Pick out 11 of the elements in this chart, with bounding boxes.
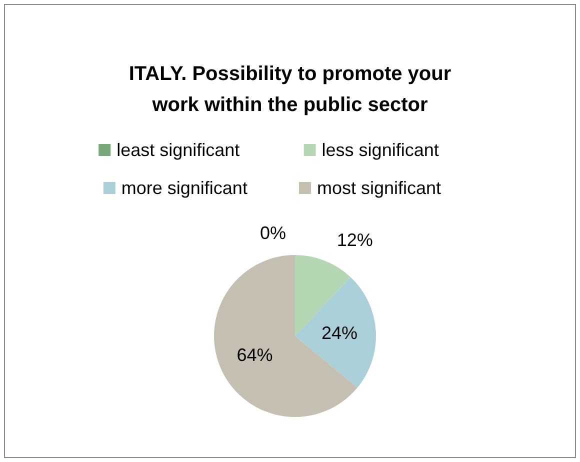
data-label: 12% bbox=[336, 230, 373, 250]
text: 0% bbox=[260, 223, 286, 243]
legend-label: most significant bbox=[317, 178, 442, 198]
pie-slice bbox=[295, 276, 376, 388]
legend-label: least significant bbox=[116, 140, 240, 160]
chart-title: ITALY. Possibility to promote your work within the public sector bbox=[128, 63, 452, 116]
legend-label: less significant bbox=[322, 140, 439, 160]
data-label: 24% bbox=[321, 323, 358, 344]
data-label: 64% bbox=[236, 344, 273, 365]
legend-label: more significant bbox=[121, 178, 248, 198]
pie-slice bbox=[214, 255, 358, 417]
